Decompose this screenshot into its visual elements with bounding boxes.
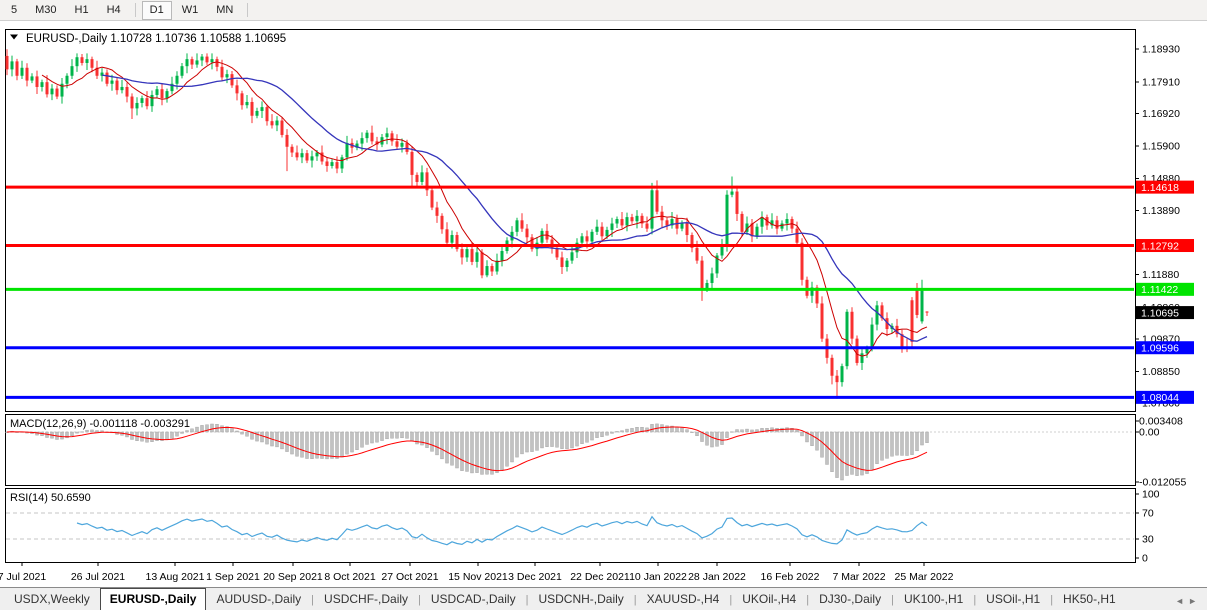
timeframe-toolbar: 5 M30 H1 H4 D1 W1 MN [0, 0, 1207, 21]
date-label: 27 Oct 2021 [381, 571, 438, 583]
timeframe-button-D1[interactable]: D1 [141, 0, 172, 20]
timeframe-button-5[interactable]: 5 [11, 3, 18, 16]
price-tick-label: 1.15900 [1142, 141, 1180, 153]
macd-tick-label: 0.00 [1139, 427, 1160, 439]
macd-pane [5, 423, 1134, 481]
price-tick-label: 1.17910 [1142, 76, 1180, 88]
timeframe-button-W1[interactable]: W1 [181, 3, 199, 16]
macd-tick-label: -0.012055 [1139, 477, 1186, 489]
tab-separator: | [633, 594, 637, 606]
date-label: 3 Dec 2021 [508, 571, 562, 583]
chart-title: EURUSD-,Daily 1.10728 1.10736 1.10588 1.… [26, 33, 286, 45]
price-tick-label: 1.16920 [1142, 108, 1180, 120]
tab-audusd-daily[interactable]: AUDUSD-,Daily [216, 592, 302, 606]
tab-usdcad-daily[interactable]: USDCAD-,Daily [430, 592, 516, 606]
rsi-tick-label: 30 [1142, 533, 1154, 545]
triangle-down-icon[interactable] [10, 34, 18, 40]
timeframe-button-MN[interactable]: MN [216, 3, 234, 16]
tab-separator: | [311, 594, 315, 606]
tab-scroll-left-icon: ◄ [1175, 596, 1189, 606]
price-tick-label: 1.13890 [1142, 205, 1180, 217]
chart-window: 1.18930 1.17910 1.16920 1.15900 1.14880 1.138… [0, 21, 1207, 587]
tab-usdcnh-daily[interactable]: USDCNH-,Daily [538, 592, 624, 606]
chart-canvas[interactable]: 1.189301.179101.169201.159001.148801.138… [0, 21, 1207, 587]
level-price-label: 1.12792 [1141, 240, 1179, 252]
tab-ukoil-h4[interactable]: UKOil-,H4 [742, 592, 797, 606]
rsi-panel-frame [5, 488, 1136, 563]
tab-separator: | [1050, 594, 1054, 606]
level-price-label: 1.09596 [1141, 343, 1179, 355]
tab-separator: | [418, 594, 421, 606]
tab-scroll-right-icon: ► [1188, 596, 1201, 606]
macd-signal-line [6, 426, 928, 472]
tab-usdchf-daily[interactable]: USDCHF-,Daily [324, 592, 409, 606]
rsi-pane [6, 512, 1134, 546]
date-label: 22 Dec 2021 [570, 571, 630, 583]
panel-frames [5, 29, 1136, 563]
level-price-label: 1.14618 [1141, 182, 1179, 194]
timeframe-button-H1[interactable]: H1 [74, 3, 89, 16]
level-price-box [1136, 390, 1194, 404]
date-label: 20 Sep 2021 [263, 571, 323, 583]
date-axis: 7 Jul 2021 26 Jul 2021 13 Aug 2021 1 Sep 20… [0, 563, 954, 583]
tab-separator: | [973, 594, 977, 606]
date-label: 7 Jul 2021 [0, 571, 46, 583]
date-label: 28 Jan 2022 [688, 571, 746, 583]
current-price-box [1136, 306, 1194, 320]
date-label: 16 Feb 2022 [761, 571, 820, 583]
level-price-label: 1.11422 [1141, 284, 1178, 296]
rsi-tick-label: 70 [1142, 508, 1154, 520]
level-price-box [1136, 341, 1194, 355]
price-axis: 1.189301.179101.169201.159001.148801.138… [1135, 44, 1194, 565]
tab-separator: | [525, 594, 529, 606]
level-price-box [1136, 180, 1194, 194]
tab-usdx-weekly[interactable]: USDX,Weekly [14, 592, 90, 606]
main-panel-frame [5, 29, 1136, 412]
date-label: 26 Jul 2021 [71, 571, 125, 583]
level-price-box [1136, 239, 1194, 253]
date-label: 13 Aug 2021 [146, 571, 205, 583]
chart-header: EURUSD-,Daily 1.10728 1.10736 1.10588 1.… [10, 33, 286, 45]
tab-hk50-h1[interactable]: HK50-,H1 [1063, 592, 1116, 606]
price-tick-label: 1.18930 [1142, 44, 1180, 56]
tab-separator: | [729, 594, 733, 606]
level-price-box [1136, 282, 1194, 296]
macd-tick-label: 0.003408 [1139, 416, 1183, 428]
toolbar-separator [247, 3, 249, 17]
tab-usoil-h1[interactable]: USOil-,H1 [986, 592, 1041, 606]
rsi-label: RSI(14) 50.6590 [10, 492, 91, 504]
rsi-line [76, 515, 928, 546]
rsi-tick-label: 0 [1142, 553, 1148, 565]
moving-average-20 [101, 74, 928, 342]
moving-average-8 [41, 61, 928, 357]
timeframe-button-M30[interactable]: M30 [35, 3, 57, 16]
price-tick-label: 1.08850 [1142, 366, 1180, 378]
date-label: 25 Mar 2022 [895, 571, 954, 583]
date-label: 15 Nov 2021 [448, 571, 508, 583]
tab-uk100-h1[interactable]: UK100-,H1 [903, 592, 964, 606]
date-label: 7 Mar 2022 [832, 571, 885, 583]
tab-xauusd-h4[interactable]: XAUUSD-,H4 [646, 592, 720, 606]
level-price-label: 1.08044 [1141, 392, 1179, 404]
tab-separator: | [806, 594, 810, 606]
candles-layer [5, 49, 1134, 399]
tab-separator: | [891, 594, 894, 606]
tab-eurusd-daily[interactable]: EURUSD-,Daily [99, 588, 207, 610]
tab-scroll-arrows[interactable]: ◄► [1175, 596, 1201, 606]
rsi-tick-label: 100 [1142, 489, 1160, 501]
date-label: 10 Jan 2022 [629, 571, 687, 583]
date-label: 8 Oct 2021 [324, 571, 376, 583]
timeframe-button-H4[interactable]: H4 [106, 3, 121, 16]
toolbar-separator [134, 3, 136, 17]
date-label: 1 Sep 2021 [206, 571, 260, 583]
macd-label: MACD(12,26,9) -0.001118 -0.003291 [10, 418, 190, 430]
current-price-label: 1.10695 [1141, 307, 1179, 319]
tab-dj30-daily[interactable]: DJ30-,Daily [819, 592, 882, 606]
price-tick-label: 1.11880 [1142, 269, 1179, 281]
chart-tab-bar: USDX,Weekly EURUSD-,Daily AUDUSD-,Daily | US… [0, 587, 1207, 610]
